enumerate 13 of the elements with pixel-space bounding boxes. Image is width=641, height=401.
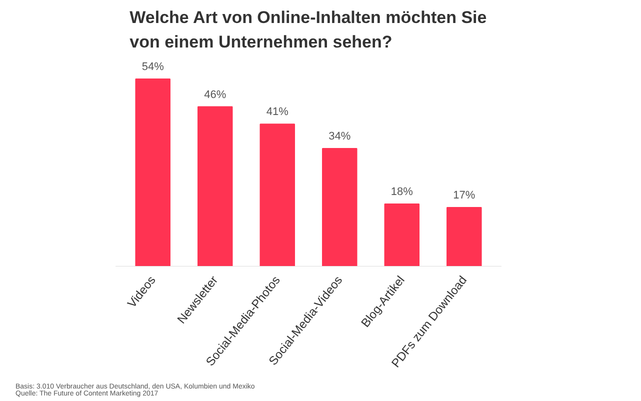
data-label: 18% [390,186,414,198]
bar [322,148,358,266]
data-label: 34% [328,130,351,142]
bar [260,124,295,266]
data-label: 41% [266,106,289,118]
data-label: 54% [142,61,164,73]
chart-title: Welche Art von Online-Inhalten möchten Sie von einem Unternehmen sehen? [130,8,487,52]
bar [446,206,482,266]
bar [135,78,170,266]
data-label: 46% [204,88,226,101]
bar [197,106,233,266]
bar [384,204,420,266]
data-label: 17% [453,189,476,202]
